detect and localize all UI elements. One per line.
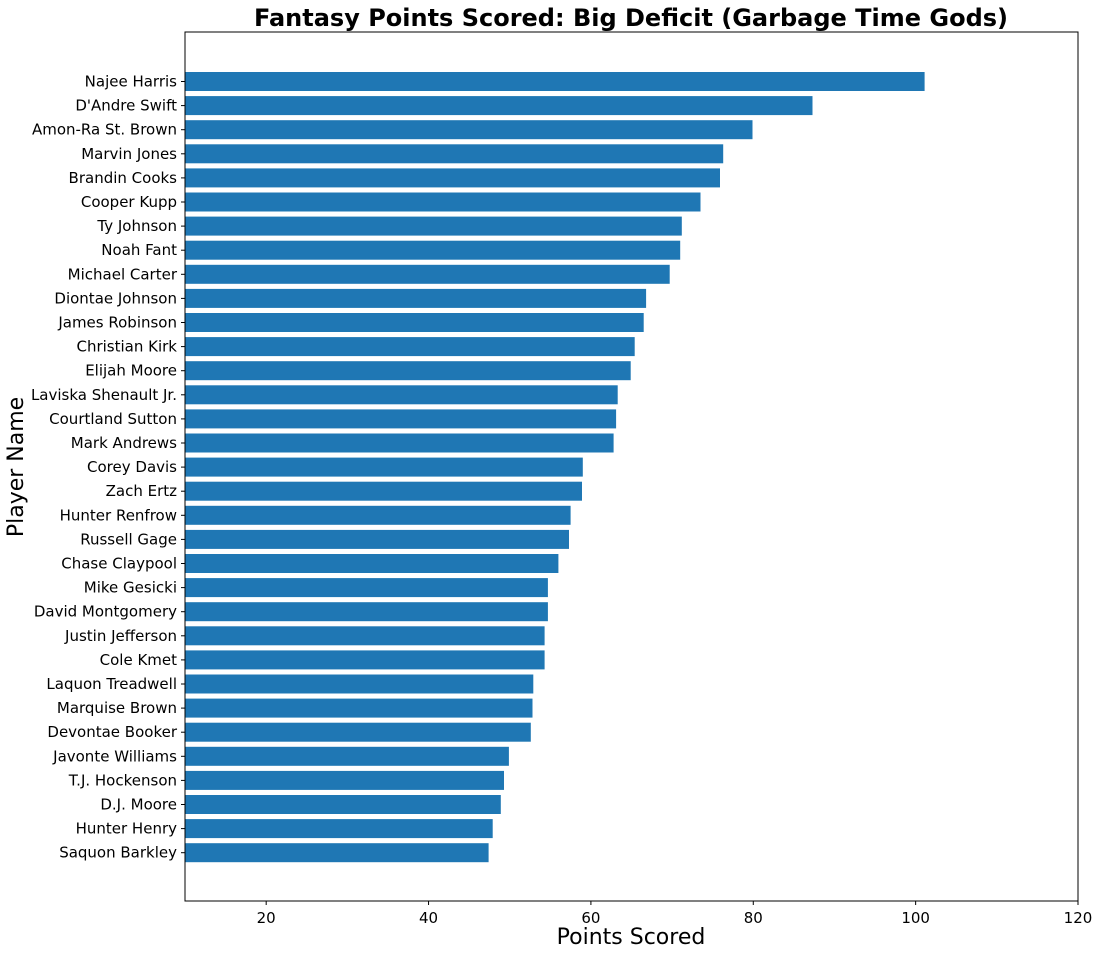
y-tick-label: James Robinson xyxy=(57,314,177,332)
bar xyxy=(185,481,582,501)
y-tick-label: Brandin Cooks xyxy=(69,169,178,187)
y-tick-label: Michael Carter xyxy=(68,265,178,283)
y-tick-label: Chase Claypool xyxy=(61,555,177,573)
bar xyxy=(185,457,583,477)
bar xyxy=(185,144,724,164)
bar xyxy=(185,385,618,405)
y-tick-label: Devontae Booker xyxy=(47,723,177,741)
bar xyxy=(185,337,635,357)
bar xyxy=(185,409,617,429)
y-tick-label: Russell Gage xyxy=(80,530,177,548)
x-ticks-layer: 20 40 60 80 100 120 xyxy=(257,901,1093,927)
bar xyxy=(185,72,925,91)
y-tick-label: Marquise Brown xyxy=(57,699,177,717)
y-tick-label: Christian Kirk xyxy=(76,338,177,356)
y-tick-label: Elijah Moore xyxy=(85,362,177,380)
bar xyxy=(185,240,681,260)
bar xyxy=(185,313,644,332)
bar xyxy=(185,554,559,573)
bar xyxy=(185,795,501,814)
y-tick-label: Javonte Williams xyxy=(52,747,177,765)
bar xyxy=(185,626,545,646)
y-tick-label: D'Andre Swift xyxy=(75,97,177,115)
y-tick-label: Hunter Henry xyxy=(76,820,178,838)
y-tick-label: Cooper Kupp xyxy=(81,193,177,211)
bar xyxy=(185,433,614,453)
y-tick-label: Laquon Treadwell xyxy=(46,675,177,693)
bar xyxy=(185,698,533,718)
bar xyxy=(185,578,548,598)
bar xyxy=(185,650,545,670)
y-tick-label: Courtland Sutton xyxy=(49,410,177,428)
x-tick-label: 60 xyxy=(581,909,600,927)
y-tick-label: Najee Harris xyxy=(85,73,178,91)
bar xyxy=(185,843,489,863)
bar xyxy=(185,505,571,525)
y-tick-label: T.J. Hockenson xyxy=(68,771,177,789)
bar xyxy=(185,770,504,790)
bar xyxy=(185,168,720,188)
x-tick-label: 80 xyxy=(744,909,763,927)
bar xyxy=(185,746,509,766)
bar xyxy=(185,674,534,694)
x-axis-label: Points Scored xyxy=(557,925,706,950)
y-tick-label: Ty Johnson xyxy=(96,217,177,235)
y-tick-label: Saquon Barkley xyxy=(59,844,177,862)
y-tick-label: Corey Davis xyxy=(87,458,177,476)
y-tick-label: Mike Gesicki xyxy=(84,579,177,597)
bar xyxy=(185,264,670,284)
bar xyxy=(185,192,701,212)
x-tick-label: 120 xyxy=(1064,909,1093,927)
y-tick-label: Cole Kmet xyxy=(100,651,177,669)
bar xyxy=(185,216,682,236)
y-tick-label: Zach Ertz xyxy=(106,482,178,500)
bar xyxy=(185,819,493,839)
y-tick-label: Justin Jefferson xyxy=(64,627,177,645)
bar xyxy=(185,288,647,308)
x-tick-label: 100 xyxy=(901,909,930,927)
x-tick-label: 40 xyxy=(419,909,438,927)
y-tick-label: David Montgomery xyxy=(34,603,177,621)
y-tick-label: Noah Fant xyxy=(101,241,177,259)
bar xyxy=(185,361,631,381)
y-axis-label: Player Name xyxy=(4,397,29,537)
y-tick-label: Marvin Jones xyxy=(81,145,177,163)
y-tick-label: Diontae Johnson xyxy=(54,289,177,307)
y-tick-label: Laviska Shenault Jr. xyxy=(31,386,177,404)
y-tick-label: D.J. Moore xyxy=(100,796,177,814)
x-tick-label: 20 xyxy=(257,909,276,927)
bar xyxy=(185,120,753,140)
plot-frame xyxy=(184,31,1079,902)
y-tick-label: Mark Andrews xyxy=(71,434,177,452)
bar xyxy=(185,529,569,549)
y-tick-label: Hunter Renfrow xyxy=(60,506,177,524)
bar xyxy=(185,602,548,622)
chart-title: Fantasy Points Scored: Big Deficit (Garb… xyxy=(254,4,1008,32)
bars-layer xyxy=(185,72,925,863)
y-tick-label: Amon-Ra St. Brown xyxy=(32,121,177,139)
bar xyxy=(185,722,531,742)
y-ticks-layer: Najee Harris D'Andre Swift Amon-Ra St. Bro… xyxy=(31,73,185,862)
bar xyxy=(185,96,813,116)
